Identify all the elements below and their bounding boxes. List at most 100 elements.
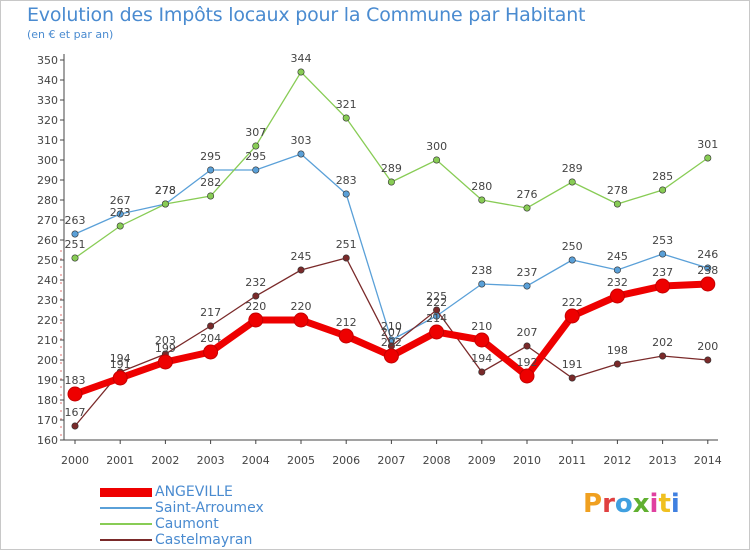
y-tick-label: 260: [37, 234, 58, 247]
data-label-castelmayran: 203: [155, 334, 176, 347]
legend-swatch: [100, 523, 152, 525]
legend-item: Saint-Arroumex: [100, 500, 264, 516]
data-point-castelmayran: [568, 374, 576, 382]
data-label-castelmayran: 202: [652, 336, 673, 349]
y-tick-label: 250: [37, 254, 58, 267]
legend-label: Caumont: [155, 516, 219, 532]
data-label-castelmayran: 207: [517, 326, 538, 339]
data-point-saint-arroumex: [568, 256, 576, 264]
chart-series: [67, 68, 716, 430]
data-point-angeville: [474, 332, 490, 348]
data-label-castelmayran: 194: [110, 352, 131, 365]
data-point-saint-arroumex: [523, 282, 531, 290]
data-point-angeville: [67, 386, 83, 402]
x-tick-label: 2012: [603, 454, 631, 467]
y-tick-label: 280: [37, 194, 58, 207]
data-label-castelmayran: 191: [562, 358, 583, 371]
data-label-saint-arroumex: 295: [245, 150, 266, 163]
data-label-angeville: 214: [426, 312, 447, 325]
proxiti-logo: Proxiti: [583, 489, 680, 519]
data-label-saint-arroumex: 238: [471, 264, 492, 277]
data-point-saint-arroumex: [613, 266, 621, 274]
y-tick-label: 290: [37, 174, 58, 187]
data-point-saint-arroumex: [478, 280, 486, 288]
data-label-saint-arroumex: 246: [697, 248, 718, 261]
data-point-angeville: [655, 278, 671, 294]
legend-item: Caumont: [100, 516, 264, 532]
data-label-angeville: 212: [336, 316, 357, 329]
data-label-castelmayran: 167: [65, 406, 86, 419]
y-tick-label: 350: [37, 54, 58, 67]
data-label-saint-arroumex: 253: [652, 234, 673, 247]
legend-label: ANGEVILLE: [155, 484, 233, 500]
data-label-caumont: 280: [471, 180, 492, 193]
data-label-caumont: 289: [381, 162, 402, 175]
y-tick-label: 330: [37, 94, 58, 107]
data-point-castelmayran: [342, 254, 350, 262]
logo-letter: o: [614, 489, 633, 519]
data-label-saint-arroumex: 263: [65, 214, 86, 227]
data-label-angeville: 220: [245, 300, 266, 313]
data-label-angeville: 192: [517, 356, 538, 369]
data-label-caumont: 276: [517, 188, 538, 201]
data-point-saint-arroumex: [659, 250, 667, 258]
data-point-caumont: [523, 204, 531, 212]
chart-data-labels: 263 267 278 295 295 303 283 210 222 238 237 250 245 2…: [65, 52, 719, 419]
data-point-castelmayran: [523, 342, 531, 350]
y-tick-label: 210: [37, 334, 58, 347]
data-point-caumont: [659, 186, 667, 194]
x-tick-label: 2014: [694, 454, 722, 467]
data-label-angeville: 232: [607, 276, 628, 289]
data-point-caumont: [297, 68, 305, 76]
data-point-caumont: [613, 200, 621, 208]
data-label-caumont: 251: [65, 238, 86, 251]
y-tick-label: 230: [37, 294, 58, 307]
data-point-saint-arroumex: [252, 166, 260, 174]
data-point-castelmayran: [252, 292, 260, 300]
legend-item: ANGEVILLE: [100, 484, 264, 500]
data-label-angeville: 237: [652, 266, 673, 279]
data-point-castelmayran: [297, 266, 305, 274]
x-tick-label: 2002: [151, 454, 179, 467]
data-point-caumont: [704, 154, 712, 162]
data-label-saint-arroumex: 295: [200, 150, 221, 163]
data-point-angeville: [519, 368, 535, 384]
x-tick-label: 2005: [287, 454, 315, 467]
data-point-caumont: [71, 254, 79, 262]
data-label-angeville: 210: [471, 320, 492, 333]
data-label-castelmayran: 200: [697, 340, 718, 353]
data-label-caumont: 321: [336, 98, 357, 111]
data-point-caumont: [478, 196, 486, 204]
chart-title: Evolution des Impôts locaux pour la Comm…: [27, 4, 586, 26]
data-label-angeville: 191: [110, 358, 131, 371]
y-tick-label: 240: [37, 274, 58, 287]
data-point-angeville: [338, 328, 354, 344]
data-point-angeville: [112, 370, 128, 386]
legend-swatch: [100, 507, 152, 509]
data-label-caumont: 273: [110, 206, 131, 219]
y-tick-label: 180: [37, 394, 58, 407]
data-point-saint-arroumex: [704, 264, 712, 272]
data-point-castelmayran: [207, 322, 215, 330]
data-point-angeville: [564, 308, 580, 324]
data-label-angeville: 222: [562, 296, 583, 309]
data-label-caumont: 344: [291, 52, 312, 65]
x-tick-label: 2009: [468, 454, 496, 467]
data-point-castelmayran: [478, 368, 486, 376]
logo-letter: r: [602, 489, 615, 519]
data-label-saint-arroumex: 250: [562, 240, 583, 253]
data-point-caumont: [207, 192, 215, 200]
data-point-castelmayran: [433, 306, 441, 314]
data-point-caumont: [116, 222, 124, 230]
data-label-caumont: 282: [200, 176, 221, 189]
data-label-castelmayran: 225: [426, 290, 447, 303]
data-label-caumont: 278: [155, 184, 176, 197]
data-label-saint-arroumex: 210: [381, 320, 402, 333]
data-point-caumont: [161, 200, 169, 208]
data-point-angeville: [700, 276, 716, 292]
x-tick-label: 2001: [106, 454, 134, 467]
legend-swatch: [100, 487, 152, 497]
data-point-caumont: [568, 178, 576, 186]
logo-letter: i: [649, 489, 659, 519]
